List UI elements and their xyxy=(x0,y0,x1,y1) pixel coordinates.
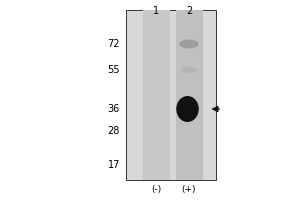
Ellipse shape xyxy=(176,96,199,122)
Ellipse shape xyxy=(181,67,197,73)
Text: 2: 2 xyxy=(186,6,192,16)
Bar xyxy=(126,10,216,180)
Text: (+): (+) xyxy=(182,185,196,194)
Text: 55: 55 xyxy=(107,65,120,75)
Text: 17: 17 xyxy=(108,160,120,170)
Text: 36: 36 xyxy=(108,104,120,114)
Text: 1: 1 xyxy=(153,6,159,16)
Text: (-): (-) xyxy=(151,185,161,194)
Ellipse shape xyxy=(179,40,199,48)
Text: 28: 28 xyxy=(108,126,120,136)
Bar xyxy=(142,10,170,180)
Text: 72: 72 xyxy=(107,39,120,49)
Bar xyxy=(176,10,203,180)
